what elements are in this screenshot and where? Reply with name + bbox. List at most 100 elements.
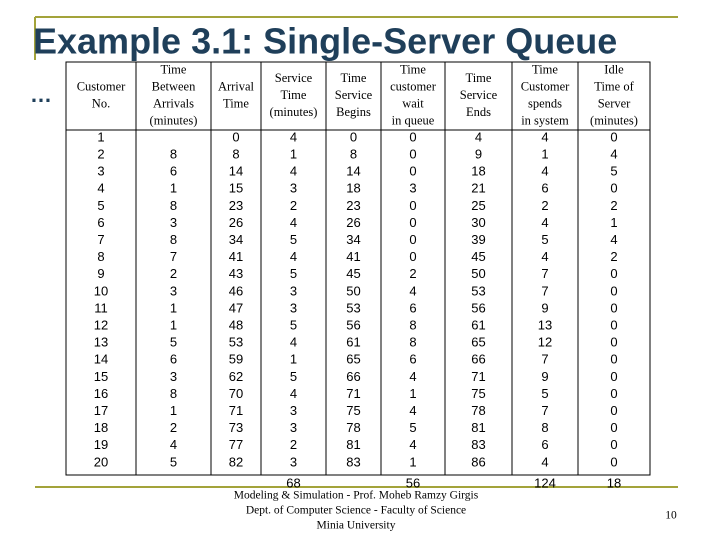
column-header: No. [92, 96, 110, 110]
table-cell: 0 [409, 129, 416, 144]
table-cell: 5 [409, 420, 416, 435]
table-cell: 4 [409, 437, 416, 452]
column-header: (minutes) [270, 105, 318, 119]
table-cell: 4 [610, 147, 617, 162]
table-cell: 18 [346, 181, 360, 196]
page-number: 10 [665, 510, 677, 522]
table-cell: 0 [610, 300, 617, 315]
table-cell: 3 [290, 420, 297, 435]
table-cell: 43 [229, 266, 243, 281]
table-cell: 0 [409, 232, 416, 247]
table-cell: 6 [170, 164, 177, 179]
table-cell: 26 [346, 215, 360, 230]
table-cell: 56 [346, 318, 360, 333]
table-cell: 6 [170, 352, 177, 367]
table-cell: 2 [610, 198, 617, 213]
column-header: spends [528, 96, 562, 110]
table-cell: 34 [346, 232, 360, 247]
table-cell: 8 [170, 232, 177, 247]
table-cell: 16 [94, 386, 108, 401]
column-header: customer [390, 79, 437, 93]
table-cell: 3 [170, 215, 177, 230]
table-cell: 14 [346, 164, 360, 179]
table-cell: 1 [170, 300, 177, 315]
table-cell: 4 [290, 164, 297, 179]
table-cell: 0 [610, 283, 617, 298]
footer-line: Modeling & Simulation - Prof. Moheb Ramz… [234, 490, 479, 502]
table-cell: 7 [541, 266, 548, 281]
table-cell: 77 [229, 437, 243, 452]
table-cell: 1 [170, 181, 177, 196]
table-cell: 45 [471, 249, 485, 264]
table-cell: 2 [290, 437, 297, 452]
column-header: Arrivals [153, 96, 194, 110]
column-header: Arrival [218, 79, 255, 93]
table-cell: 9 [541, 369, 548, 384]
table-cell: 75 [346, 403, 360, 418]
table-cell: 66 [471, 352, 485, 367]
table-cell: 15 [229, 181, 243, 196]
table-cell: 5 [610, 164, 617, 179]
table-cell: 3 [290, 403, 297, 418]
table-cell: 0 [409, 147, 416, 162]
table-cell: 2 [409, 266, 416, 281]
table-cell: 5 [290, 266, 297, 281]
table-cell: 3 [290, 454, 297, 469]
table-cell: 2 [610, 249, 617, 264]
table-cell: 86 [471, 454, 485, 469]
table-cell: 71 [471, 369, 485, 384]
table-cell: 8 [541, 420, 548, 435]
column-header: Time [400, 62, 426, 76]
table-cell: 9 [97, 266, 104, 281]
table-cell: 1 [170, 318, 177, 333]
table-cell: 45 [346, 266, 360, 281]
column-header: in queue [392, 113, 435, 127]
table-cell: 5 [541, 386, 548, 401]
table-cell: 83 [346, 454, 360, 469]
table-cell: 0 [610, 420, 617, 435]
table-cell: 18 [94, 420, 108, 435]
table-cell: 19 [94, 437, 108, 452]
table-cell: 0 [350, 129, 357, 144]
table-cell: 6 [409, 300, 416, 315]
table-cell: 4 [290, 249, 297, 264]
column-header: Time [281, 88, 307, 102]
table-cell: 25 [471, 198, 485, 213]
table-cell: 5 [170, 335, 177, 350]
table-cell: 50 [471, 266, 485, 281]
table-cell: 6 [409, 352, 416, 367]
total-cell: 18 [607, 475, 621, 490]
column-header: Time [532, 62, 558, 76]
table-cell: 0 [232, 129, 239, 144]
table-cell: 21 [471, 181, 485, 196]
table-border [65, 61, 651, 476]
table-cell: 3 [290, 283, 297, 298]
table-cell: 7 [170, 249, 177, 264]
bullet: … [30, 82, 52, 107]
column-header: Time [341, 71, 367, 85]
table-cell: 66 [346, 369, 360, 384]
table-cell: 13 [538, 318, 552, 333]
table-cell: 4 [409, 369, 416, 384]
table-cell: 5 [290, 232, 297, 247]
column-header: Customer [77, 79, 126, 93]
table-cell: 53 [471, 283, 485, 298]
table-cell: 15 [94, 369, 108, 384]
table-cell: 8 [97, 249, 104, 264]
table-cell: 0 [610, 352, 617, 367]
table-cell: 13 [94, 335, 108, 350]
table-cell: 65 [346, 352, 360, 367]
table-cell: 3 [290, 181, 297, 196]
table-cell: 17 [94, 403, 108, 418]
table-cell: 0 [409, 198, 416, 213]
table-cell: 41 [229, 249, 243, 264]
column-header: (minutes) [150, 113, 198, 127]
table-cell: 2 [541, 198, 548, 213]
table-cell: 9 [541, 300, 548, 315]
table-cell: 4 [290, 215, 297, 230]
table-cell: 83 [471, 437, 485, 452]
slide-title: Example 3.1: Single-Server Queue [33, 21, 617, 62]
table-cell: 18 [471, 164, 485, 179]
table-cell: 7 [541, 352, 548, 367]
table-cell: 61 [471, 318, 485, 333]
